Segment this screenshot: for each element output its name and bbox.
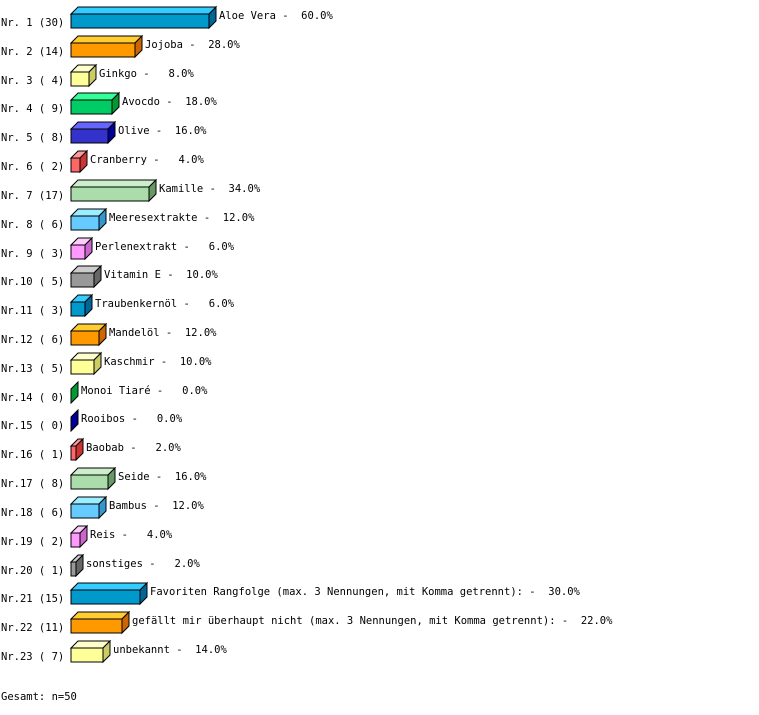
- bar: [70, 330, 100, 346]
- value-label: Reis - 4.0%: [90, 529, 173, 541]
- bar-side: [98, 322, 107, 347]
- bar-side: [98, 207, 107, 232]
- value-label: Mandelöl - 12.0%: [109, 327, 217, 339]
- category-label: Nr.21 (15): [1, 593, 64, 605]
- category-label: Nr.11 ( 3): [1, 305, 64, 317]
- category-label: Nr.16 ( 1): [1, 449, 64, 461]
- bar: [70, 42, 136, 58]
- category-label: Nr. 7 (17): [1, 190, 64, 202]
- bar: [70, 215, 100, 231]
- bar-side: [107, 120, 116, 145]
- bar-side: [84, 293, 93, 318]
- category-label: Nr.19 ( 2): [1, 536, 64, 548]
- category-label: Nr. 9 ( 3): [1, 248, 64, 260]
- bar-top: [69, 611, 131, 620]
- bar: [70, 359, 95, 375]
- value-label: Ginkgo - 8.0%: [99, 68, 195, 80]
- bar: [70, 532, 81, 548]
- category-label: Nr. 8 ( 6): [1, 219, 64, 231]
- category-label: Nr.18 ( 6): [1, 507, 64, 519]
- bar-top: [69, 582, 149, 591]
- category-label: Nr.10 ( 5): [1, 276, 64, 288]
- bar-top: [69, 92, 121, 101]
- bar-side: [134, 34, 143, 59]
- bar: [70, 272, 95, 288]
- category-label: Nr. 1 (30): [1, 17, 64, 29]
- bar: [70, 503, 100, 519]
- bar-top: [69, 6, 218, 15]
- bar: [70, 128, 109, 144]
- bar-side: [93, 264, 102, 289]
- value-label: unbekannt - 14.0%: [113, 644, 227, 656]
- category-label: Nr.17 ( 8): [1, 478, 64, 490]
- bar: [70, 244, 86, 260]
- bar: [70, 186, 150, 202]
- bar: [70, 589, 141, 605]
- value-label: Perlenextrakt - 6.0%: [95, 241, 235, 253]
- bar-side: [208, 5, 217, 30]
- value-label: Seide - 16.0%: [118, 471, 207, 483]
- value-label: Jojoba - 28.0%: [145, 39, 241, 51]
- category-label: Nr. 6 ( 2): [1, 161, 64, 173]
- category-label: Nr.23 ( 7): [1, 651, 64, 663]
- category-label: Nr.22 (11): [1, 622, 64, 634]
- bar: [70, 99, 113, 115]
- value-label: Aloe Vera - 60.0%: [219, 10, 333, 22]
- bar: [70, 561, 77, 577]
- value-label: gefällt mir überhaupt nicht (max. 3 Nenn…: [132, 615, 613, 627]
- category-label: Nr. 5 ( 8): [1, 132, 64, 144]
- value-label: Olive - 16.0%: [118, 125, 207, 137]
- bar-side: [84, 236, 93, 261]
- bar-side: [148, 178, 157, 203]
- bar: [70, 647, 104, 663]
- bar-side: [102, 639, 111, 664]
- category-label: Nr. 2 (14): [1, 46, 64, 58]
- value-label: Baobab - 2.0%: [86, 442, 182, 454]
- bar-side: [111, 91, 120, 116]
- category-label: Nr.13 ( 5): [1, 363, 64, 375]
- bar-side: [139, 581, 148, 606]
- bar: [70, 618, 123, 634]
- category-label: Nr. 4 ( 9): [1, 103, 64, 115]
- bar-top: [69, 35, 144, 44]
- value-label: sonstiges - 2.0%: [86, 558, 200, 570]
- value-label: Vitamin E - 10.0%: [104, 269, 218, 281]
- bar-side: [98, 495, 107, 520]
- bar: [70, 71, 90, 87]
- category-label: Nr. 3 ( 4): [1, 75, 64, 87]
- value-label: Avocdo - 18.0%: [122, 96, 218, 108]
- category-label: Nr.15 ( 0): [1, 420, 64, 432]
- bar-side: [79, 524, 88, 549]
- value-label: Traubenkernöl - 6.0%: [95, 298, 235, 310]
- category-label: Nr.20 ( 1): [1, 565, 64, 577]
- bar-side: [70, 380, 79, 405]
- bar: [70, 301, 86, 317]
- bar-side: [121, 610, 130, 635]
- bar-side: [93, 351, 102, 376]
- bar: [70, 157, 81, 173]
- bar-side: [88, 63, 97, 88]
- value-label: Cranberry - 4.0%: [90, 154, 204, 166]
- value-label: Monoi Tiaré - 0.0%: [81, 385, 208, 397]
- total-label: Gesamt: n=50: [1, 691, 77, 703]
- bar-side: [70, 408, 79, 433]
- bar-side: [75, 553, 84, 578]
- category-label: Nr.12 ( 6): [1, 334, 64, 346]
- bar-side: [107, 466, 116, 491]
- value-label: Bambus - 12.0%: [109, 500, 205, 512]
- bar: [70, 474, 109, 490]
- value-label: Kamille - 34.0%: [159, 183, 261, 195]
- category-label: Nr.14 ( 0): [1, 392, 64, 404]
- value-label: Kaschmir - 10.0%: [104, 356, 212, 368]
- value-label: Favoriten Rangfolge (max. 3 Nennungen, m…: [150, 586, 581, 598]
- bar: [70, 13, 210, 29]
- bar-side: [75, 437, 84, 462]
- bar-side: [79, 149, 88, 174]
- bar-top: [69, 179, 158, 188]
- value-label: Rooibos - 0.0%: [81, 413, 183, 425]
- bar: [70, 445, 77, 461]
- value-label: Meeresextrakte - 12.0%: [109, 212, 255, 224]
